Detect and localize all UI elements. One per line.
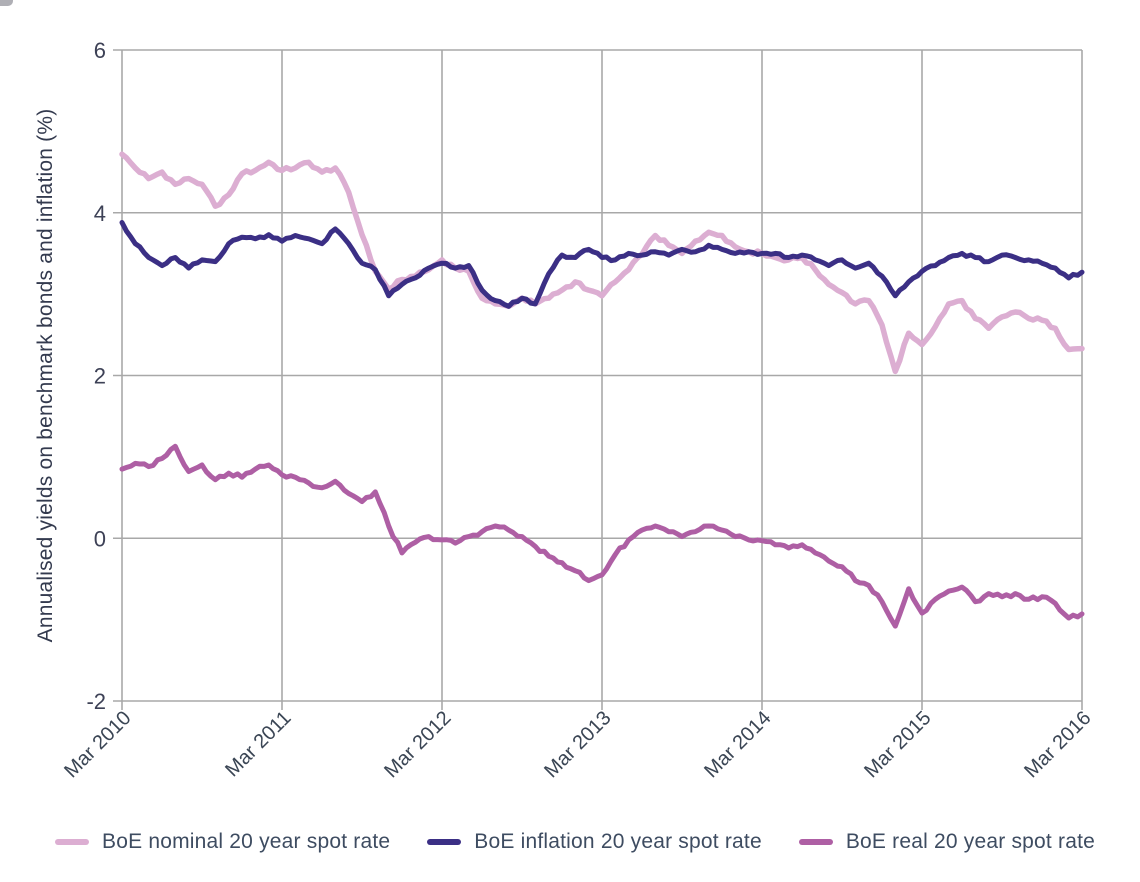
legend-item-real: BoE real 20 year spot rate — [798, 830, 1095, 854]
legend-label-inflation: BoE inflation 20 year spot rate — [474, 830, 762, 853]
series-nominal-line — [119, 151, 1085, 375]
legend-swatch-nominal-icon — [55, 839, 89, 845]
y-tick-label: -2 — [86, 689, 106, 714]
y-axis-title: Annualised yields on benchmark bonds and… — [34, 109, 57, 643]
x-tick-label: Mar 2014 — [700, 707, 775, 782]
x-tick-label: Mar 2015 — [860, 707, 935, 782]
y-tick-label: 6 — [94, 38, 106, 63]
x-tick-label: Mar 2012 — [380, 707, 455, 782]
gridlines — [113, 49, 1083, 710]
legend-swatch-inflation-icon — [427, 839, 462, 845]
x-tick-label: Mar 2011 — [221, 707, 295, 781]
legend-item-inflation: BoE inflation 20 year spot rate — [427, 830, 762, 854]
y-tick-label: 2 — [94, 364, 106, 389]
series-real-line — [119, 443, 1085, 629]
x-tick-label: Mar 2016 — [1020, 707, 1095, 782]
y-axis-tick-labels: 6 4 2 0 -2 — [86, 38, 106, 714]
scan-artifact — [0, 0, 13, 6]
x-tick-label: Mar 2013 — [540, 707, 615, 782]
legend-swatch-real-icon — [798, 839, 833, 845]
y-tick-label: 4 — [94, 201, 106, 226]
x-tick-label: Mar 2010 — [60, 707, 135, 782]
x-axis-tick-labels: Mar 2010 Mar 2011 Mar 2012 Mar 2013 Mar 2014… — [60, 707, 1095, 782]
legend-label-nominal: BoE nominal 20 year spot rate — [102, 830, 391, 853]
series-inflation-line — [119, 220, 1085, 309]
y-tick-label: 0 — [94, 526, 106, 551]
legend-item-nominal: BoE nominal 20 year spot rate — [55, 830, 390, 854]
legend-label-real: BoE real 20 year spot rate — [845, 830, 1095, 853]
legend: BoE nominal 20 year spot rate BoE inflat… — [55, 830, 1095, 854]
